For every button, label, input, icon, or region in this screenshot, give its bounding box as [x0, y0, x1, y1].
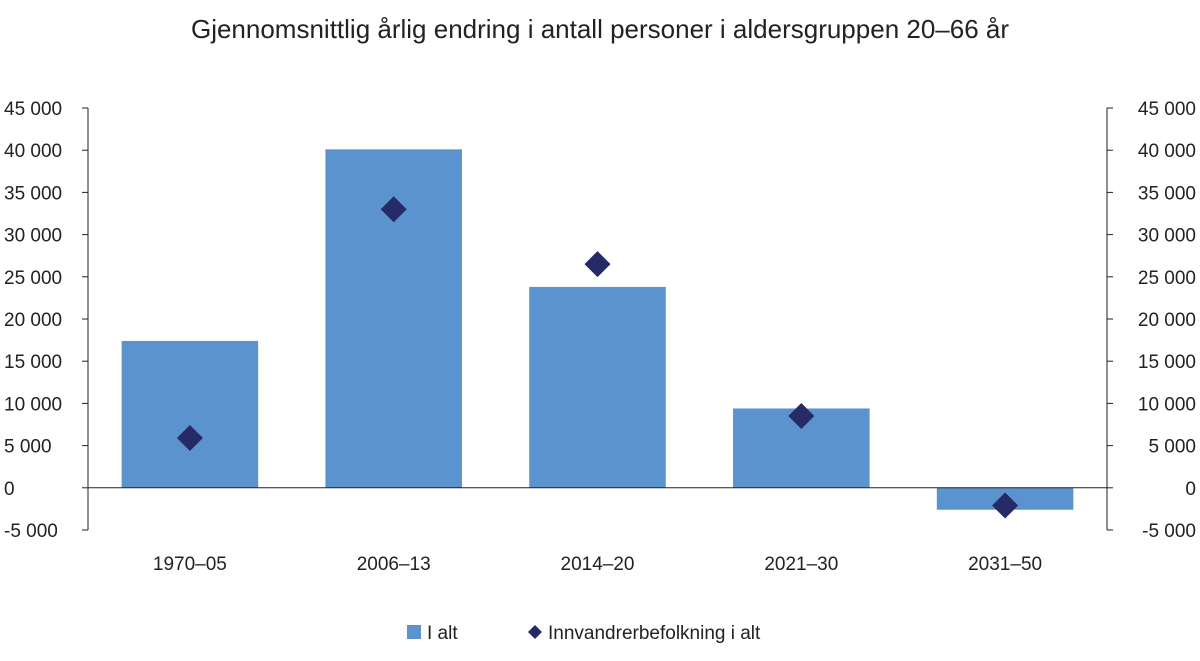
legend-label: I alt [427, 623, 458, 644]
y-tick-label-right: 40 000 [1138, 141, 1196, 162]
y-tick-label-right: 0 [1185, 479, 1196, 500]
y-tick-label-right: 35 000 [1138, 183, 1196, 204]
diamond-marker [176, 425, 203, 452]
y-tick-label-left: 35 000 [4, 183, 62, 204]
y-tick-label-right: 30 000 [1138, 226, 1196, 247]
axes: -5 000 -5 000 0 0 5 000 5 000 10 000 10 000 15 0… [4, 99, 1196, 542]
y-tick-label-left: 25 000 [4, 268, 62, 289]
bar [529, 286, 666, 488]
y-tick-label-right: 45 000 [1138, 99, 1196, 120]
y-tick-label-left: 30 000 [4, 226, 62, 247]
marker-series [176, 196, 1019, 519]
x-tick-label: 2031–50 [968, 554, 1042, 575]
y-tick-label-right: 25 000 [1138, 268, 1196, 289]
legend: I alt Innvandrerbefolkning i alt [407, 623, 761, 644]
legend-label: Innvandrerbefolkning i alt [548, 623, 761, 644]
bar-series [121, 149, 1074, 510]
diamond-marker [380, 196, 407, 223]
legend-swatch-bar [407, 625, 421, 639]
chart-title: Gjennomsnittlig årlig endring i antall p… [191, 14, 1009, 44]
x-tick-label: 2014–20 [561, 554, 635, 575]
y-tick-label-left: 10 000 [4, 394, 62, 415]
y-tick-label-left: 45 000 [4, 99, 62, 120]
y-tick-label-right: 15 000 [1138, 352, 1196, 373]
y-tick-label-left: 15 000 [4, 352, 62, 373]
x-tick-label: 2006–13 [357, 554, 431, 575]
x-tick-label: 1970–05 [153, 554, 227, 575]
x-tick-label: 2021–30 [764, 554, 838, 575]
y-tick-label-right: -5 000 [1142, 521, 1196, 542]
y-tick-label-left: 5 000 [4, 437, 52, 458]
diamond-marker [584, 251, 611, 278]
y-tick-label-right: 10 000 [1138, 394, 1196, 415]
y-tick-label-right: 5 000 [1148, 437, 1196, 458]
diamond-marker [788, 403, 815, 430]
y-tick-label-left: 20 000 [4, 310, 62, 331]
y-tick-label-left: 40 000 [4, 141, 62, 162]
diamond-marker [992, 492, 1019, 519]
y-tick-label-left: 0 [4, 479, 15, 500]
category-labels: 1970–05 2006–13 2014–20 2021–30 2031–50 [153, 554, 1042, 575]
y-tick-label-right: 20 000 [1138, 310, 1196, 331]
legend-swatch-diamond [528, 625, 542, 639]
y-tick-label-left: -5 000 [4, 521, 58, 542]
bar [121, 340, 259, 488]
